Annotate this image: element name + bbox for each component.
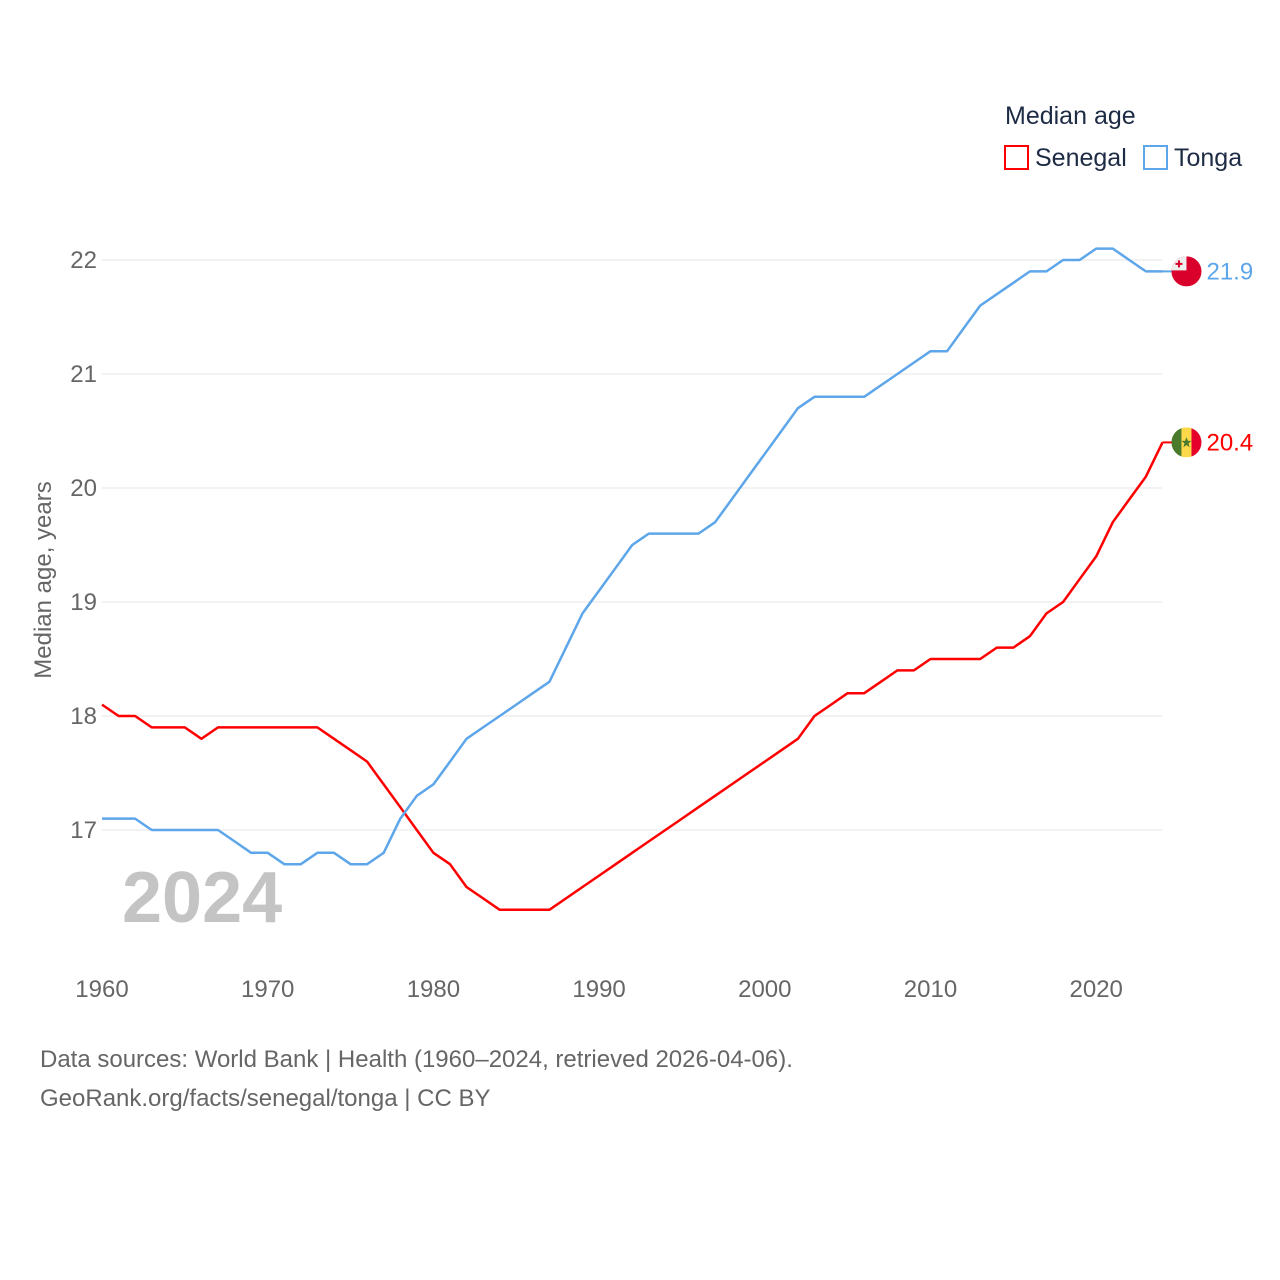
x-tick-label: 2010 <box>904 976 957 1003</box>
end-value-label: 20.4 <box>1206 429 1253 456</box>
year-watermark: 2024 <box>122 858 282 938</box>
legend-item-senegal[interactable]: Senegal <box>1004 144 1127 172</box>
legend-label-senegal: Senegal <box>1035 144 1127 172</box>
tonga-flag-icon <box>1171 256 1202 287</box>
legend-label-tonga: Tonga <box>1174 144 1242 172</box>
x-tick-label: 1980 <box>407 976 460 1003</box>
series-line-tonga <box>102 247 1163 866</box>
flag-star <box>1181 437 1192 448</box>
flag-cross <box>1175 262 1183 265</box>
flag-body <box>1171 427 1202 458</box>
senegal-flag-icon <box>1171 427 1202 458</box>
y-axis-label: Median age, years <box>30 481 57 678</box>
legend-swatch-tonga <box>1143 145 1168 170</box>
flag-stripe <box>1191 427 1202 458</box>
series-line-senegal <box>101 441 1164 912</box>
y-tick-label: 19 <box>70 589 97 616</box>
x-tick-label: 2000 <box>738 976 791 1003</box>
x-tick-label: 1990 <box>572 976 625 1003</box>
end-value-label: 21.9 <box>1206 258 1253 285</box>
line-chart: 17 18 19 20 21 22 1960 1970 1980 1990 2000 2010 2020… <box>30 102 1253 1003</box>
attribution-link[interactable]: GeoRank.org/facts/senegal/tonga | CC BY <box>40 1085 491 1112</box>
y-tick-label: 21 <box>70 361 97 388</box>
legend-item-tonga[interactable]: Tonga <box>1143 144 1242 172</box>
legend-swatch-senegal <box>1004 145 1029 170</box>
y-tick-label: 17 <box>70 817 97 844</box>
legend-title: Median age <box>1005 102 1136 130</box>
x-tick-label: 2020 <box>1070 976 1123 1003</box>
data-source-text: Data sources: World Bank | Health (1960–… <box>40 1046 793 1073</box>
x-tick-label: 1960 <box>75 976 128 1003</box>
x-tick-label: 1970 <box>241 976 294 1003</box>
y-tick-label: 18 <box>70 703 97 730</box>
flag-body <box>1171 256 1202 287</box>
y-tick-label: 22 <box>70 247 97 274</box>
flag-stripe <box>1171 427 1182 458</box>
y-tick-label: 20 <box>70 475 97 502</box>
